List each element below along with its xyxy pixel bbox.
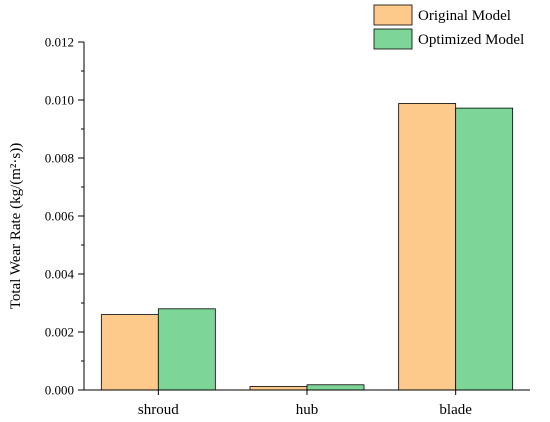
y-tick-label: 0.004 [45, 267, 75, 282]
y-ticks: 0.000 0.002 0.004 0.006 0.008 0.010 0.012 [45, 35, 84, 398]
legend-swatch-optimized [373, 28, 413, 50]
bar-shroud-optimized [157, 308, 216, 391]
y-axis-title: Total Wear Rate (kg/(m²·s)) [8, 143, 24, 310]
y-tick-label: 0.008 [45, 151, 74, 166]
x-ticks: shroud hub blade [138, 390, 472, 418]
legend-label-optimized: Optimized Model [418, 32, 524, 48]
bars-layer [100, 103, 514, 391]
y-tick-label: 0.000 [45, 383, 74, 398]
legend: Original Model Optimized Model [373, 4, 524, 50]
legend-label-original: Original Model [418, 8, 511, 24]
x-tick-label: hub [296, 402, 319, 418]
y-tick-label: 0.010 [45, 93, 74, 108]
bar-hub-original [249, 386, 308, 391]
bar-blade-optimized [455, 107, 514, 391]
bar-hub-optimized [306, 384, 365, 391]
x-tick-label: shroud [138, 402, 179, 418]
y-tick-label: 0.006 [45, 209, 75, 224]
bar-shroud-original [100, 314, 159, 391]
legend-swatch-original [373, 4, 413, 26]
bar-blade-original [398, 103, 457, 391]
y-tick-label: 0.002 [45, 325, 74, 340]
x-tick-label: blade [439, 402, 472, 418]
y-tick-label: 0.012 [45, 35, 74, 50]
